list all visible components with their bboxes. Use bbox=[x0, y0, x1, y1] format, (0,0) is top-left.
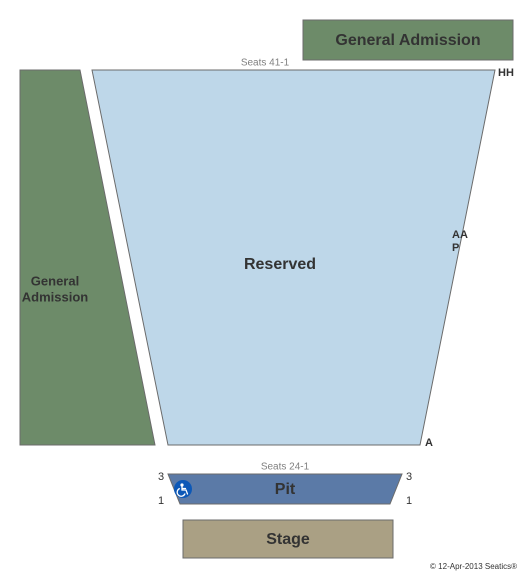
accessible-icon bbox=[174, 480, 192, 498]
ga-left-label-1: General bbox=[31, 273, 79, 288]
pit-right-bot-num: 1 bbox=[406, 495, 412, 507]
pit-right-top-num: 3 bbox=[406, 471, 412, 483]
reserved-label: Reserved bbox=[244, 256, 316, 273]
copyright-text: © 12-Apr-2013 Seatics® bbox=[430, 562, 517, 571]
row-label-a: A bbox=[425, 437, 433, 449]
pit-seats-range: Seats 24-1 bbox=[261, 462, 310, 473]
row-label-aa: AA bbox=[452, 229, 468, 241]
stage-label: Stage bbox=[266, 531, 310, 548]
row-label-hh: HH bbox=[498, 67, 514, 79]
pit-left-top-num: 3 bbox=[158, 471, 164, 483]
pit-label: Pit bbox=[275, 481, 296, 498]
ga-top-label: General Admission bbox=[335, 32, 480, 49]
seating-chart: General Admission Seats 41-1 GeneralAdmiss… bbox=[0, 0, 525, 575]
reserved-seats-range: Seats 41-1 bbox=[241, 58, 290, 69]
ga-left-label-2: Admission bbox=[22, 289, 89, 304]
pit-left-bot-num: 1 bbox=[158, 495, 164, 507]
row-label-p: P bbox=[452, 242, 459, 254]
